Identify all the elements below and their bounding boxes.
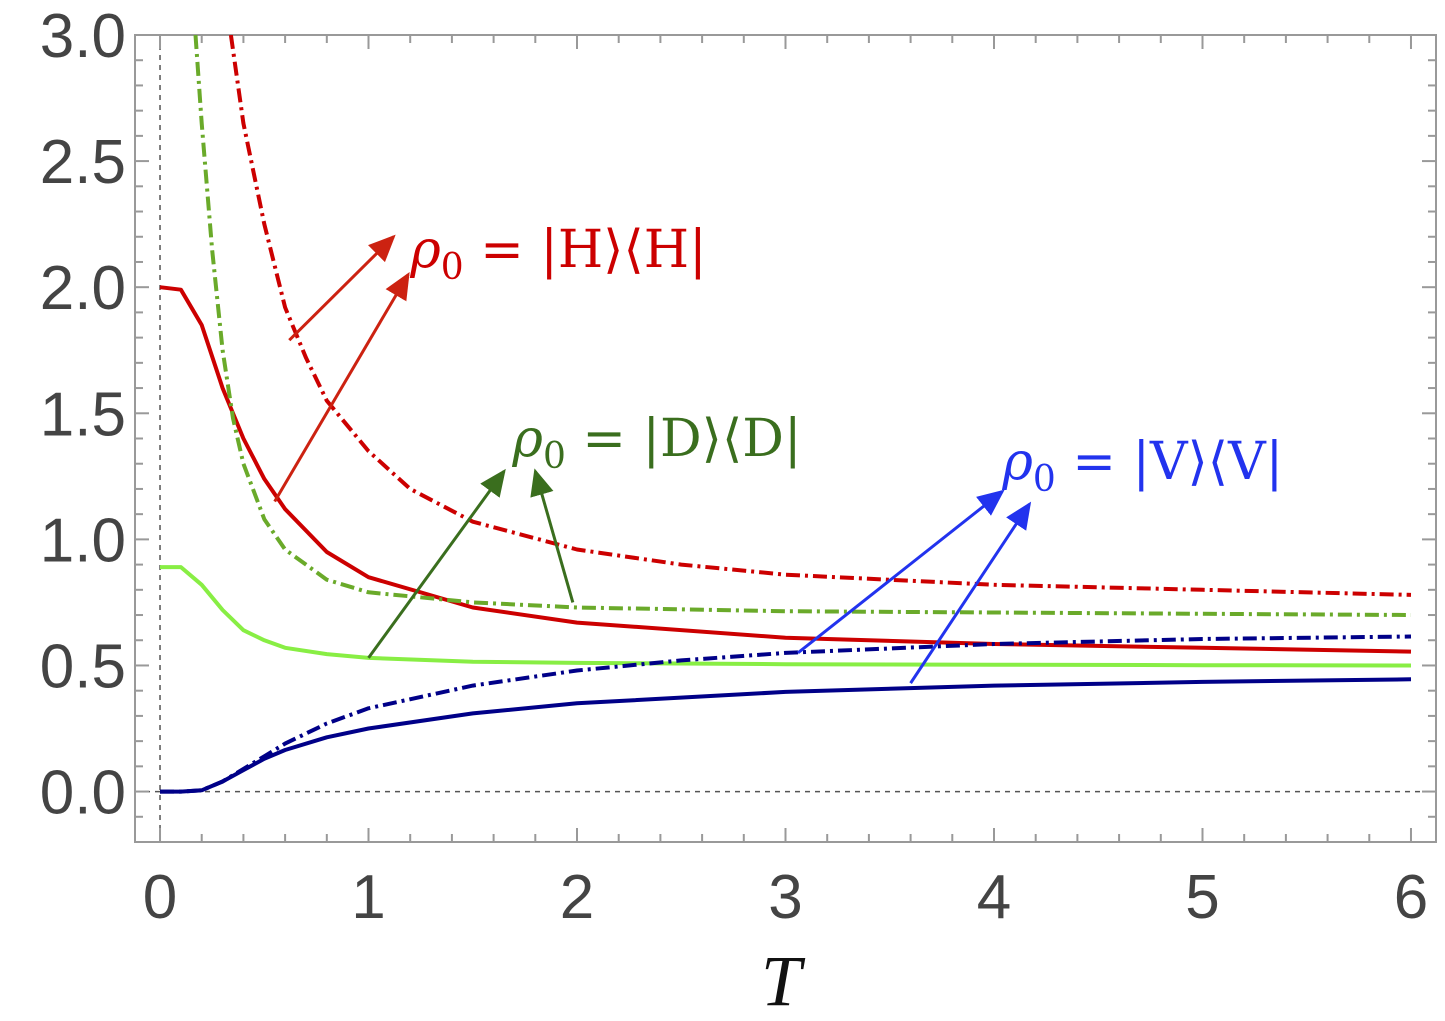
x-tick-label: 4 (977, 863, 1011, 932)
series-line-5 (160, 677, 1412, 794)
y-tick-label: 1.0 (40, 506, 126, 575)
x-tick-label: 2 (560, 863, 594, 932)
annotation-labels: ρ0 = |H⟩⟨H| ρ0 = |D⟩⟨D| ρ0 = |V⟩⟨V| (409, 220, 1283, 500)
series-line-0 (159, 285, 1412, 654)
ticks (135, 34, 1436, 842)
series-line-3 (160, 565, 1412, 668)
series-line-2 (193, 35, 1412, 617)
series-layer (159, 35, 1412, 794)
series-line-4 (160, 634, 1412, 794)
annotation-label-2: ρ0 = |V⟩⟨V| (1001, 432, 1283, 500)
x-tick-label: 0 (143, 863, 177, 932)
annotation-arrow-0-1 (273, 271, 410, 503)
x-tick-label: 6 (1394, 863, 1428, 932)
annotation-label-0: ρ0 = |H⟩⟨H| (409, 220, 706, 288)
annotation-arrow-1-1 (530, 468, 575, 603)
annotation-arrows (273, 234, 1032, 684)
x-tick-label: 1 (351, 863, 385, 932)
annotation-label-1: ρ0 = |D⟩⟨D| (511, 409, 801, 477)
reference-lines (135, 35, 1436, 842)
tick-labels: 0 1 2 3 4 5 6 0.0 0.5 1.0 1.5 2.0 2.5 3.0 (40, 2, 1428, 932)
y-tick-label: 3.0 (40, 2, 126, 71)
y-tick-label: 2.0 (40, 254, 126, 323)
annotation-arrow-0-0 (288, 234, 396, 342)
annotation-arrow-2-0 (797, 489, 1005, 655)
annotation-arrow-2-1 (909, 501, 1032, 684)
x-axis-label: T (761, 941, 806, 1021)
x-tick-label: 5 (1185, 863, 1219, 932)
y-tick-label: 1.5 (40, 380, 126, 449)
y-tick-label: 0.5 (40, 632, 126, 701)
y-tick-label: 2.5 (40, 128, 126, 197)
x-tick-label: 3 (768, 863, 802, 932)
y-tick-label: 0.0 (40, 759, 126, 828)
annotation-arrow-1-0 (367, 468, 506, 659)
series-line-1 (228, 35, 1412, 597)
